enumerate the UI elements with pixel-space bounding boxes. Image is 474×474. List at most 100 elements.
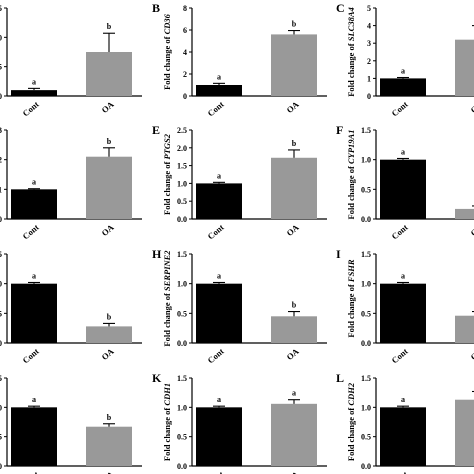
y-tick-label: 2: [0, 156, 2, 165]
y-tick-label: 1.5: [361, 250, 371, 259]
y-tick-label: 1.0: [177, 280, 187, 289]
bar-oa: [271, 34, 317, 96]
bar-oa: [271, 403, 317, 466]
y-tick-label: 0.5: [361, 309, 371, 318]
chart-panel: 0 5 10 15 a Cont b OA: [0, 4, 142, 118]
y-tick-label: 0.0: [361, 215, 371, 224]
panel-label: I: [336, 247, 341, 261]
bar-cont: [196, 85, 242, 96]
significance-letter: a: [401, 67, 405, 76]
panel-label: K: [152, 371, 162, 385]
y-axis-label-prefix: Fold change of: [346, 41, 356, 97]
category-label: Cont: [20, 222, 40, 241]
bar-cont: [11, 283, 57, 343]
y-axis-label-gene: PTGS2: [162, 133, 172, 159]
y-tick-label: 0.5: [361, 433, 371, 442]
y-tick-label: 1.5: [361, 126, 371, 135]
y-tick-label: 4: [367, 22, 371, 31]
y-axis-label-gene: FSHR: [346, 259, 356, 283]
bar-cont: [196, 283, 242, 343]
y-tick-label: 0.0: [177, 215, 187, 224]
y-tick-label: 2: [183, 70, 187, 79]
category-label: OA: [468, 99, 474, 115]
y-tick-label: 1.5: [177, 162, 187, 171]
y-tick-label: 2: [367, 57, 371, 66]
bar-oa: [86, 52, 132, 96]
y-tick-label: 8: [183, 4, 187, 13]
y-axis-label-prefix: Fold change of: [346, 406, 356, 462]
y-tick-label: 10: [0, 33, 2, 42]
significance-letter: b: [292, 139, 297, 148]
significance-letter: b: [107, 413, 112, 422]
category-label: OA: [468, 469, 474, 474]
y-tick-label: 0.0: [361, 339, 371, 348]
category-label: Cont: [389, 346, 409, 365]
y-tick-label: 0.5: [0, 309, 2, 318]
category-label: Cont: [205, 469, 225, 474]
y-tick-label: 1.0: [361, 280, 371, 289]
y-tick-label: 0.5: [0, 433, 2, 442]
bar-oa: [86, 326, 132, 343]
significance-letter: b: [107, 137, 112, 146]
category-label: OA: [468, 222, 474, 238]
category-label: Cont: [205, 346, 225, 365]
y-tick-label: 5: [0, 63, 2, 72]
y-axis-label: Fold change of FSHR: [346, 259, 356, 338]
y-tick-label: 0.5: [177, 197, 187, 206]
bar-oa: [86, 156, 132, 219]
significance-letter: a: [32, 271, 36, 280]
chart-panel: 0.0 0.5 1.0 1.5 2.0 2.5 a Cont b OA Fold change of…: [152, 123, 327, 241]
bar-oa: [455, 315, 474, 343]
category-label: Cont: [20, 99, 40, 118]
significance-letter: a: [217, 171, 221, 180]
y-axis-label: Fold change of CYP19A1: [346, 130, 356, 220]
category-label: OA: [284, 346, 301, 362]
bar-cont: [380, 159, 426, 219]
y-tick-label: 0.0: [177, 339, 187, 348]
y-tick-label: 0: [0, 92, 2, 101]
significance-letter: a: [217, 271, 221, 280]
y-axis-label-gene: SERPINE2: [162, 250, 172, 291]
chart-panel: 0.0 0.5 1.0 1.5 a Cont b OA Fold change of SERPI…: [152, 247, 327, 365]
chart-panel: 0.0 0.5 1.0 1.5 a Cont b OA: [0, 374, 142, 474]
y-axis-label-prefix: Fold change of: [162, 160, 172, 216]
y-tick-label: 0.5: [177, 433, 187, 442]
bar-oa: [455, 39, 474, 96]
y-tick-label: 2.5: [177, 126, 187, 135]
y-axis-label: Fold change of SLC38A4: [346, 7, 356, 97]
y-tick-label: 1.5: [177, 250, 187, 259]
category-label: Cont: [389, 222, 409, 241]
bar-cont: [380, 78, 426, 96]
y-axis-label-gene: CYP19A1: [346, 130, 356, 164]
category-label: OA: [284, 99, 301, 115]
significance-letter: a: [32, 77, 36, 86]
category-label: OA: [284, 469, 301, 474]
panel-label: F: [336, 123, 343, 137]
y-tick-label: 0.0: [177, 462, 187, 471]
y-tick-label: 3: [367, 39, 371, 48]
bar-oa: [271, 157, 317, 219]
y-tick-label: 0: [367, 92, 371, 101]
y-tick-label: 0.0: [0, 339, 2, 348]
y-tick-label: 2.0: [177, 144, 187, 153]
category-label: OA: [99, 346, 116, 362]
y-tick-label: 1: [0, 185, 2, 194]
bar-cont: [196, 407, 242, 466]
category-label: OA: [284, 222, 301, 238]
significance-letter: a: [292, 389, 296, 398]
category-label: Cont: [205, 99, 225, 118]
y-tick-label: 15: [0, 4, 2, 13]
y-tick-label: 0.5: [361, 185, 371, 194]
y-tick-label: 1.5: [0, 250, 2, 259]
y-tick-label: 5: [367, 4, 371, 13]
category-label: OA: [99, 222, 116, 238]
panel-label: E: [152, 123, 160, 137]
category-label: OA: [99, 99, 116, 115]
y-tick-label: 3: [0, 126, 2, 135]
bar-oa: [271, 316, 317, 343]
category-label: Cont: [20, 346, 40, 365]
